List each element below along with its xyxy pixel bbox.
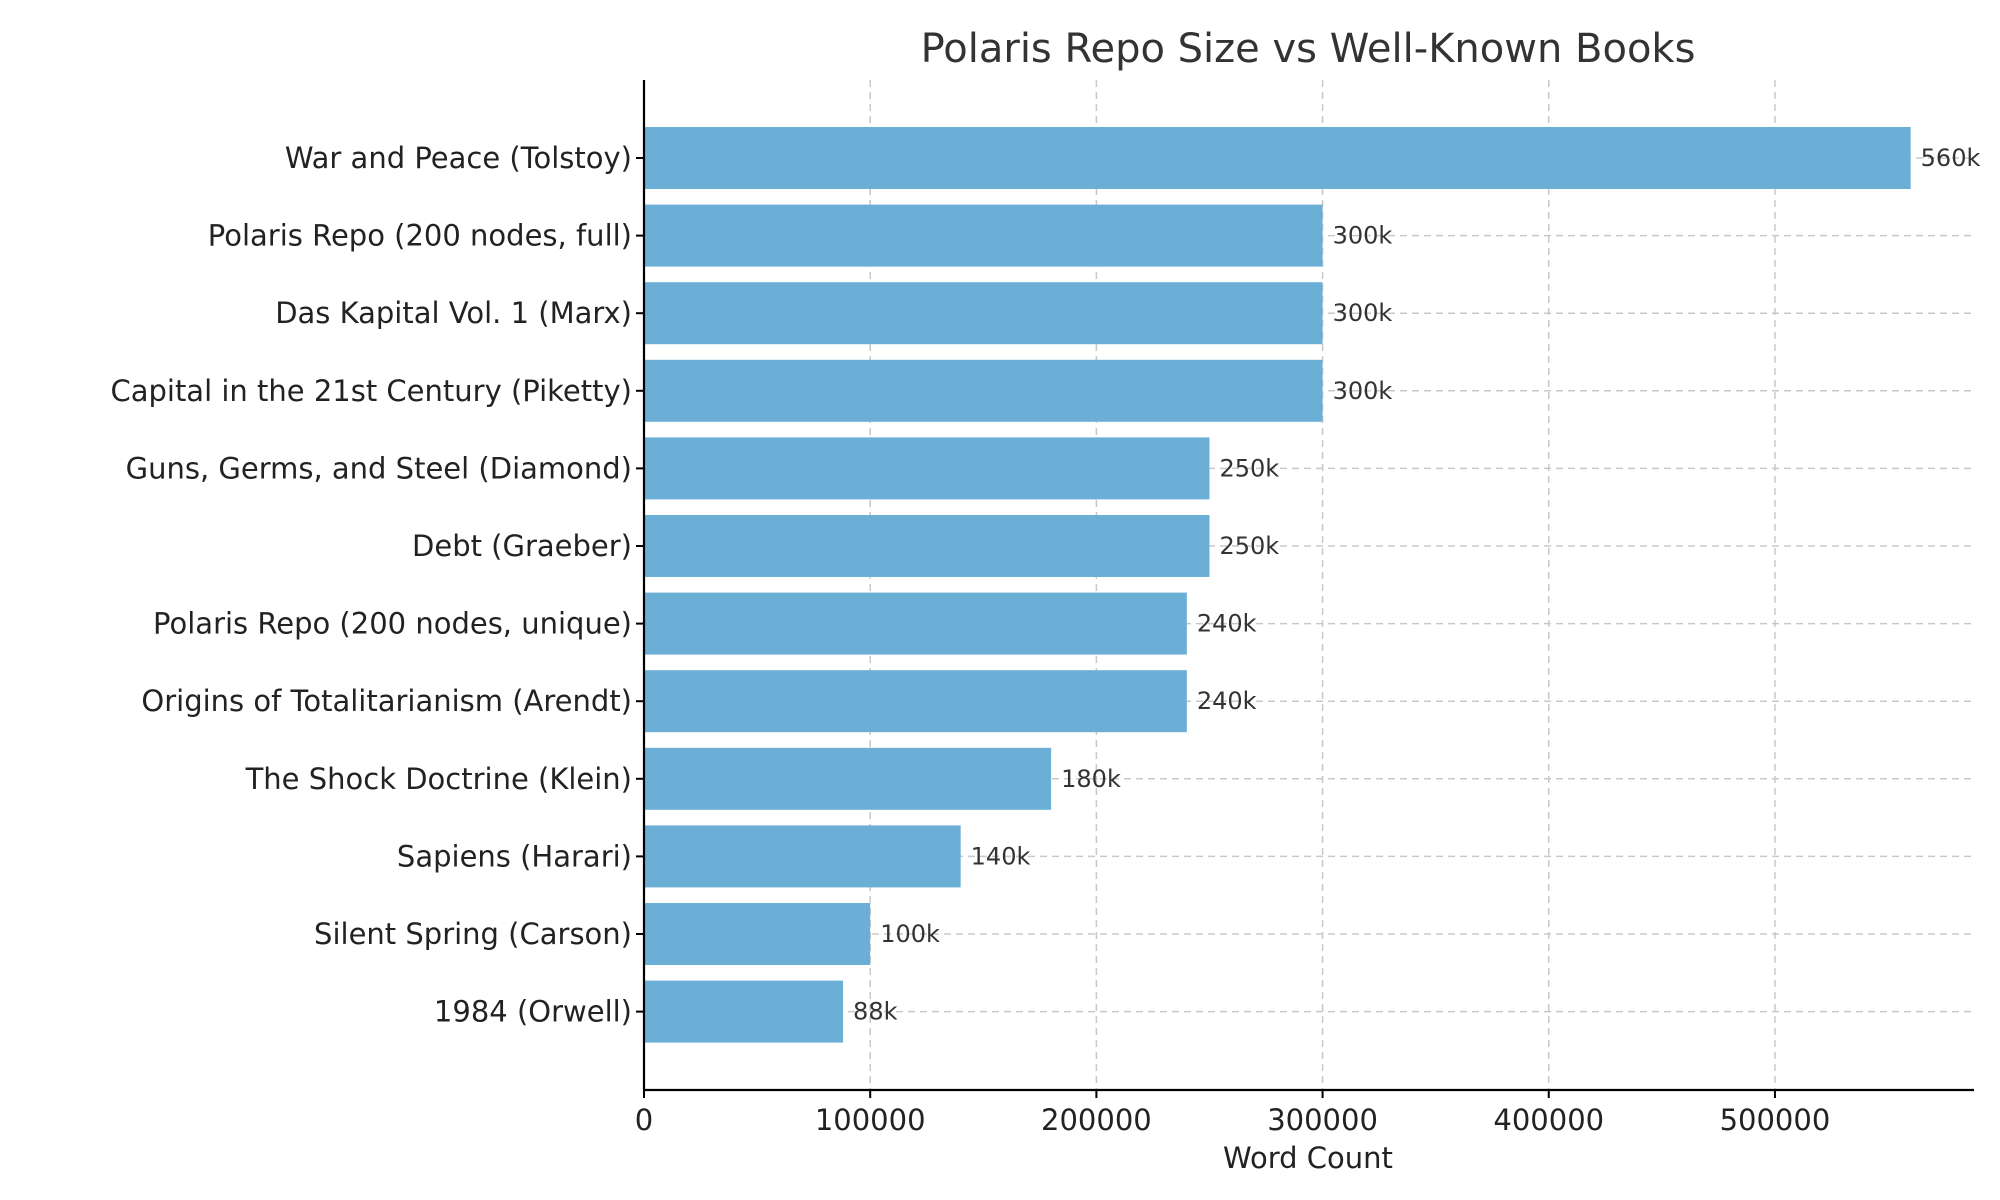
- bar: [644, 980, 844, 1043]
- category-label: War and Peace (Tolstoy): [285, 141, 632, 175]
- data-label: 180k: [1061, 765, 1121, 793]
- category-label: Silent Spring (Carson): [314, 917, 632, 951]
- category-label: Polaris Repo (200 nodes, unique): [153, 607, 632, 641]
- data-label: 300k: [1333, 299, 1393, 327]
- bar: [644, 825, 961, 888]
- x-tick-label: 0: [635, 1103, 653, 1137]
- data-label: 240k: [1197, 610, 1257, 638]
- category-label: Polaris Repo (200 nodes, full): [208, 219, 632, 253]
- data-label: 250k: [1219, 454, 1279, 482]
- chart-title: Polaris Repo Size vs Well-Known Books: [921, 26, 1696, 72]
- x-tick-label: 500000: [1720, 1103, 1831, 1137]
- x-tick-label: 300000: [1267, 1103, 1378, 1137]
- bars-layer: [644, 127, 1911, 1043]
- data-label: 300k: [1333, 377, 1393, 405]
- category-label: Sapiens (Harari): [397, 839, 632, 873]
- axes-layer: 0 100000 200000 300000 400000 500000: [635, 80, 1974, 1137]
- bar: [644, 437, 1210, 500]
- bar: [644, 903, 871, 965]
- x-tick-label: 400000: [1493, 1103, 1604, 1137]
- data-label: 100k: [880, 920, 940, 948]
- bar: [644, 282, 1323, 345]
- category-label: Das Kapital Vol. 1 (Marx): [275, 296, 632, 330]
- bar: [644, 204, 1323, 267]
- bar: [644, 592, 1187, 655]
- bar: [644, 747, 1052, 810]
- bar: [644, 515, 1210, 577]
- x-tick-label: 200000: [1041, 1103, 1152, 1137]
- bar: [644, 670, 1187, 733]
- category-label: Capital in the 21st Century (Piketty): [110, 374, 632, 408]
- data-label: 140k: [971, 842, 1031, 870]
- bar: [644, 359, 1323, 422]
- category-label: Debt (Graeber): [412, 529, 632, 563]
- category-label: Guns, Germs, and Steel (Diamond): [126, 451, 632, 485]
- category-label: Origins of Totalitarianism (Arendt): [141, 684, 632, 718]
- category-label: 1984 (Orwell): [434, 995, 632, 1029]
- data-label: 250k: [1219, 532, 1279, 560]
- data-label: 560k: [1921, 144, 1981, 172]
- data-label: 300k: [1333, 222, 1393, 250]
- x-tick-label: 100000: [815, 1103, 926, 1137]
- data-label: 88k: [853, 998, 898, 1026]
- x-axis-label: Word Count: [1223, 1141, 1393, 1175]
- data-label: 240k: [1197, 687, 1257, 715]
- category-label: The Shock Doctrine (Klein): [245, 762, 632, 796]
- bar: [644, 127, 1911, 189]
- labels-layer: 560k War and Peace (Tolstoy) 300k Polaris R…: [110, 141, 1980, 1029]
